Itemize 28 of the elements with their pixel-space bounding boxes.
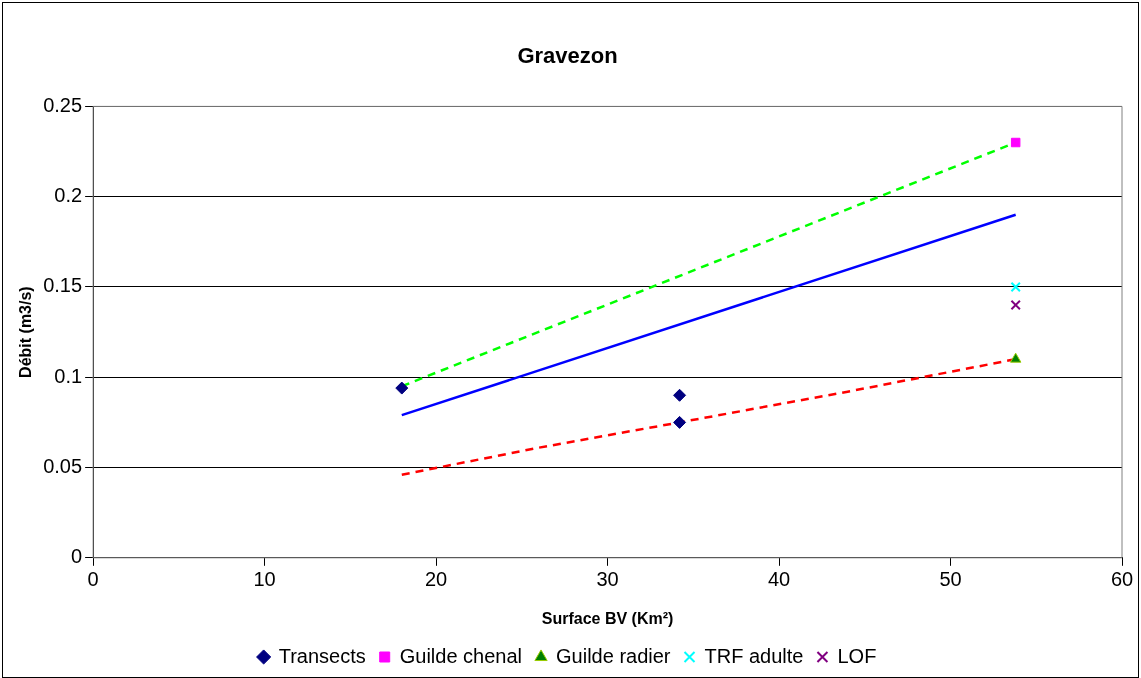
point	[1009, 352, 1022, 363]
y-axis-title: Débit (m3/s)	[17, 286, 35, 378]
point	[673, 388, 687, 402]
point	[1010, 299, 1021, 311]
x-tick-label: 0	[87, 568, 99, 591]
x-tick-label: 30	[596, 568, 619, 591]
point	[673, 415, 687, 429]
x-tick-label: 10	[253, 568, 276, 591]
legend-label: Guilde radier	[556, 644, 671, 667]
point	[395, 381, 409, 395]
x-tick-label: 20	[424, 568, 448, 591]
x-tick-label: 50	[939, 568, 962, 591]
y-tick-label: 0.2	[54, 184, 83, 207]
legend-label: TRF adulte	[704, 644, 804, 667]
legend-label: Guilde chenal	[399, 644, 523, 667]
x-tick-label: 60	[1110, 568, 1134, 591]
y-tick-label: 0.1	[54, 364, 83, 387]
y-tick-label: 0.25	[43, 93, 83, 116]
y-tick-label: 0.05	[43, 455, 83, 478]
x-axis-title: Surface BV (Km²)	[541, 609, 674, 627]
x-tick-label: 40	[767, 568, 791, 591]
point	[1010, 137, 1021, 148]
y-tick-label: 0.15	[43, 274, 83, 297]
legend-label: LOF	[837, 644, 877, 667]
legend-label: Transects	[278, 644, 366, 667]
chart-title: Gravezon	[517, 43, 618, 69]
point	[1010, 281, 1021, 293]
y-tick-label: 0	[71, 545, 83, 568]
